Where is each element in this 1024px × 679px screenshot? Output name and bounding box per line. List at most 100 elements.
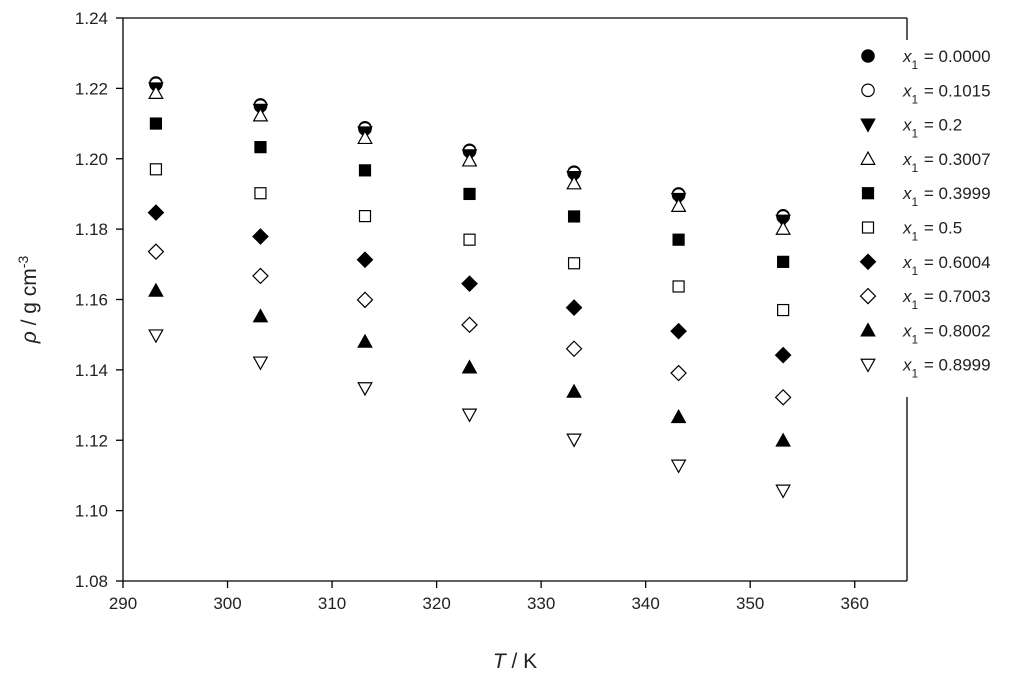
x-tick-label: 300	[213, 594, 241, 613]
legend-label: x1 = 0.5	[902, 219, 962, 244]
data-point	[461, 275, 478, 293]
x-tick-label: 310	[318, 594, 346, 613]
y-axis: 1.08 1.10 1.12 1.14 1.16 1.18 1.20 1.22 1.24	[75, 9, 123, 591]
data-point	[358, 210, 372, 223]
data-point	[672, 280, 685, 293]
data-point	[565, 299, 583, 316]
legend-marker	[861, 83, 875, 98]
legend-label: x1 = 0.2	[902, 116, 962, 141]
data-point	[774, 346, 792, 364]
series-6	[147, 204, 792, 364]
x-tick-label: 360	[841, 594, 869, 613]
legend-marker	[861, 49, 875, 63]
y-tick-label: 1.24	[75, 9, 108, 28]
series-3	[148, 84, 791, 235]
y-tick-label: 1.20	[75, 150, 108, 169]
data-point	[777, 255, 790, 268]
data-point	[461, 152, 478, 167]
x-tick-label: 340	[631, 594, 659, 613]
legend-marker	[861, 221, 875, 234]
data-point	[149, 163, 163, 176]
data-point	[775, 220, 791, 235]
series-4	[149, 117, 790, 268]
data-point	[775, 432, 791, 447]
data-point	[254, 141, 267, 154]
data-point	[147, 243, 165, 260]
legend-label: x1 = 0.3999	[902, 184, 991, 209]
y-axis-title: ρ / g cm-3	[15, 256, 41, 345]
series-8	[148, 282, 791, 447]
data-point	[567, 257, 581, 270]
data-point	[463, 233, 476, 246]
data-point	[356, 251, 374, 269]
data-point	[565, 340, 583, 358]
legend-label: x1 = 0.8002	[902, 321, 991, 346]
series-9	[148, 329, 791, 499]
data-point	[777, 303, 790, 317]
y-tick-label: 1.12	[75, 431, 108, 450]
legend-label: x1 = 0.0000	[902, 47, 991, 72]
data-point	[149, 117, 163, 130]
data-point	[566, 175, 582, 190]
data-point	[463, 187, 476, 201]
data-point	[566, 433, 582, 448]
data-point	[147, 204, 165, 221]
data-point	[670, 364, 687, 382]
y-tick-label: 1.08	[75, 572, 108, 591]
data-point	[775, 484, 791, 499]
data-point	[252, 356, 269, 371]
data-point	[357, 333, 373, 348]
x-axis: 290 300 310 320 330 340 350 360	[109, 581, 869, 613]
data-point	[254, 187, 267, 200]
data-point	[461, 408, 478, 423]
data-point	[670, 322, 687, 340]
x-tick-label: 330	[527, 594, 555, 613]
legend: x1 = 0.0000 x1 = 0.1015 x1 = 0.2 x1 = 0.300…	[859, 47, 991, 381]
data-markers	[147, 76, 792, 499]
data-point	[670, 459, 687, 474]
data-point	[252, 308, 269, 323]
data-point	[252, 228, 269, 245]
legend-marker	[861, 187, 875, 200]
data-point	[670, 408, 687, 424]
y-tick-label: 1.16	[75, 291, 108, 310]
x-tick-label: 290	[109, 594, 137, 613]
data-point	[566, 383, 582, 398]
data-point	[774, 388, 792, 406]
y-tick-label: 1.14	[75, 361, 108, 380]
x-axis-title: T / K	[493, 650, 537, 673]
data-point	[672, 233, 685, 246]
legend-label: x1 = 0.1015	[902, 81, 991, 106]
series-7	[147, 243, 792, 406]
data-point	[252, 267, 269, 285]
data-point	[461, 359, 478, 374]
data-point	[567, 210, 581, 223]
legend-marker	[860, 118, 876, 133]
data-point	[148, 84, 164, 99]
data-point	[670, 197, 687, 212]
data-point	[148, 282, 164, 297]
legend-marker	[860, 322, 876, 337]
series-5	[149, 163, 790, 317]
legend-label: x1 = 0.7003	[902, 287, 991, 312]
legend-label: x1 = 0.8999	[902, 356, 991, 381]
y-tick-label: 1.10	[75, 502, 108, 521]
data-point	[358, 164, 372, 177]
data-point	[148, 329, 164, 344]
legend-label: x1 = 0.3007	[902, 150, 991, 175]
data-point	[461, 316, 478, 334]
legend-marker	[859, 253, 877, 271]
y-tick-label: 1.18	[75, 220, 108, 239]
y-tick-label: 1.22	[75, 79, 108, 98]
legend-marker	[859, 287, 877, 305]
data-point	[357, 129, 373, 145]
data-point	[252, 107, 269, 122]
data-point	[356, 291, 374, 309]
legend-marker	[860, 150, 876, 165]
x-tick-label: 350	[736, 594, 764, 613]
legend-label: x1 = 0.6004	[902, 253, 991, 278]
data-point	[357, 382, 373, 397]
plot-frame	[122, 17, 908, 582]
legend-marker	[860, 358, 876, 373]
